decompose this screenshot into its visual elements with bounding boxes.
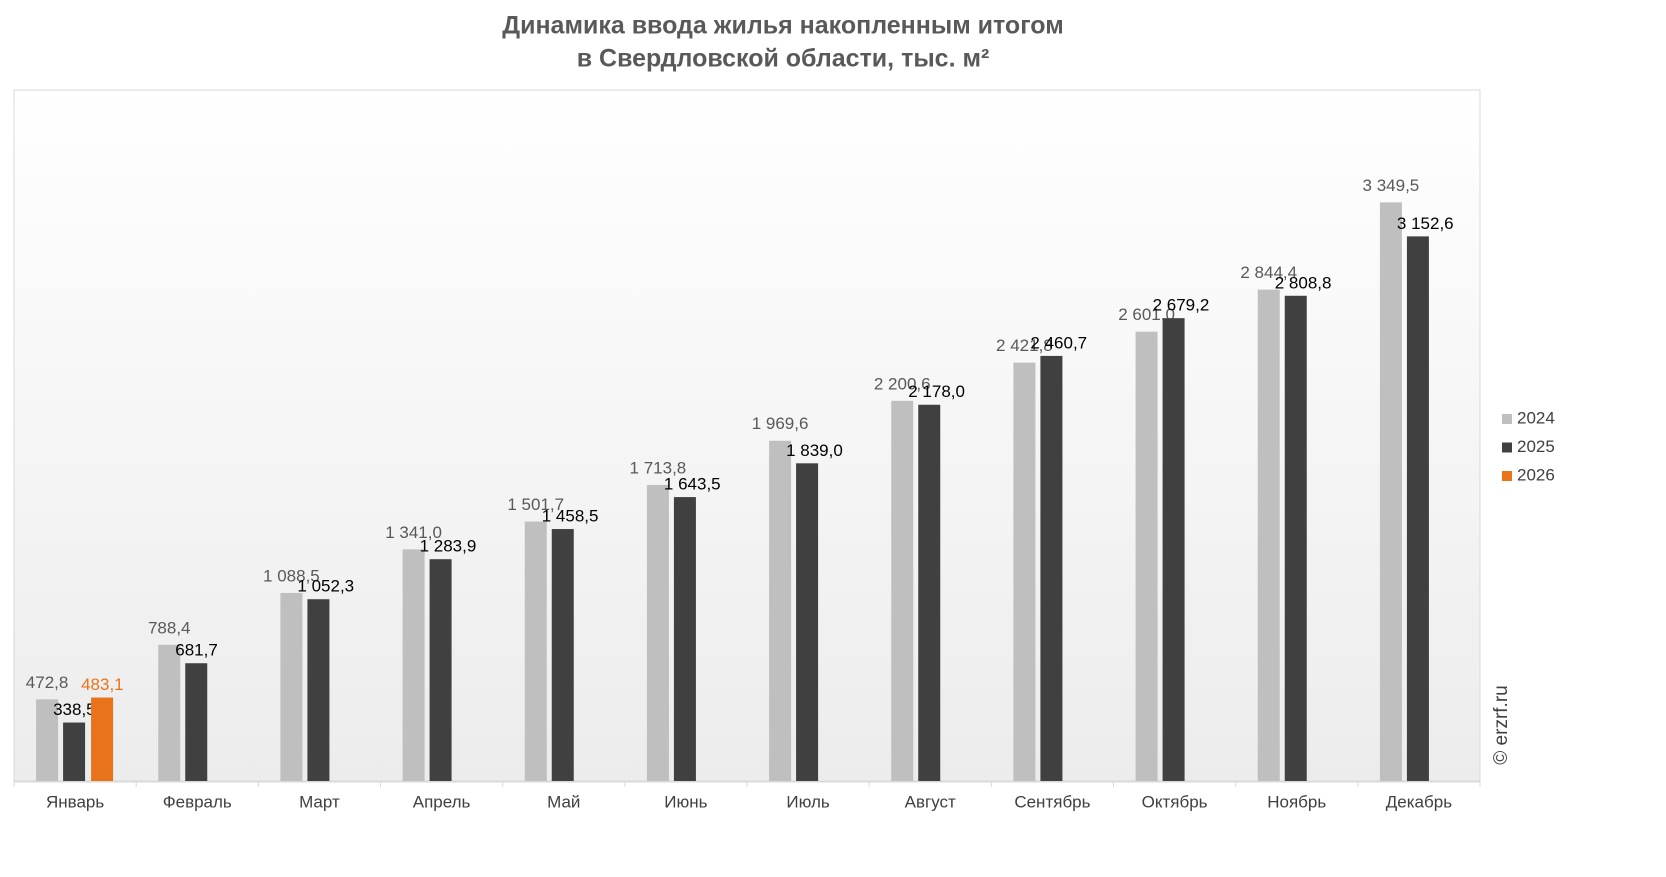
x-tick-label: Февраль: [163, 792, 232, 811]
data-label: 1 969,6: [752, 414, 809, 433]
data-label: 1 643,5: [664, 475, 721, 494]
data-label: 2 460,7: [1030, 333, 1087, 352]
data-label: 1 341,0: [385, 523, 442, 542]
legend-label: 2025: [1517, 437, 1555, 456]
legend-swatch: [1502, 442, 1512, 453]
x-tick-label: Октябрь: [1142, 792, 1208, 811]
data-label: 3 349,5: [1363, 176, 1420, 195]
data-label: 1 283,9: [420, 537, 477, 556]
x-tick-label: Май: [547, 792, 580, 811]
data-label: 1 713,8: [630, 458, 687, 477]
x-tick-label: Апрель: [413, 792, 471, 811]
data-label: 1 839,0: [786, 441, 843, 460]
bar: [1162, 318, 1185, 781]
x-tick-label: Июль: [786, 792, 830, 811]
bar: [185, 663, 208, 781]
bar: [673, 497, 696, 781]
legend-label: 2024: [1517, 408, 1555, 427]
bar: [1135, 331, 1158, 781]
data-label: 2 679,2: [1153, 296, 1210, 315]
chart-title: Динамика ввода жилья накопленным итогом: [502, 12, 1063, 40]
bar: [646, 484, 669, 781]
bar: [307, 599, 330, 781]
data-label: 2 844,4: [1240, 263, 1297, 282]
bar: [551, 529, 574, 781]
data-label: 1 501,7: [507, 495, 564, 514]
data-label: 3 152,6: [1397, 214, 1454, 233]
bar: [891, 400, 914, 781]
bar: [1257, 289, 1280, 781]
bar: [402, 549, 425, 781]
bar: [1284, 295, 1307, 781]
bar: [63, 722, 86, 781]
data-label: 2 421,8: [996, 336, 1053, 355]
data-label: 681,7: [175, 641, 218, 660]
plot-area: [13, 89, 1481, 783]
x-tick-label: Сентябрь: [1014, 792, 1090, 811]
bar: [1406, 236, 1429, 781]
data-label: 2 178,0: [908, 382, 965, 401]
bar: [429, 559, 452, 781]
data-label: 1 458,5: [542, 507, 599, 526]
data-label: 1 088,5: [263, 566, 320, 585]
bar: [1040, 355, 1063, 781]
bar: [280, 592, 303, 781]
bar: [1013, 362, 1036, 781]
legend-label: 2026: [1517, 465, 1555, 484]
legend-swatch: [1502, 471, 1512, 481]
bar: [796, 463, 819, 781]
data-label: 2 200,6: [874, 374, 931, 393]
bar: [158, 644, 181, 781]
x-tick-label: Январь: [46, 792, 104, 811]
data-label: 788,4: [148, 618, 191, 637]
bar: [36, 699, 59, 781]
legend-swatch: [1502, 414, 1512, 424]
x-tick-label: Март: [299, 792, 340, 811]
bar: [1379, 202, 1402, 781]
data-label: 1 052,3: [297, 577, 354, 596]
x-tick-label: Ноябрь: [1267, 792, 1326, 811]
data-label: 472,8: [26, 673, 69, 692]
data-label: 2 601,0: [1118, 305, 1175, 324]
bar: [918, 404, 941, 781]
data-label: 483,1: [81, 675, 124, 694]
x-tick-label: Декабрь: [1386, 792, 1452, 811]
data-label: 338,5: [53, 700, 96, 719]
chart-title: в Свердловской области, тыс. м²: [577, 45, 990, 73]
x-tick-label: Июнь: [664, 792, 707, 811]
x-tick-label: Август: [905, 792, 956, 811]
data-label: 2 808,8: [1275, 273, 1332, 292]
bar: [769, 440, 792, 781]
bar: [524, 521, 547, 781]
watermark: © erzrf.ru: [1491, 685, 1512, 764]
bar: [91, 697, 114, 781]
